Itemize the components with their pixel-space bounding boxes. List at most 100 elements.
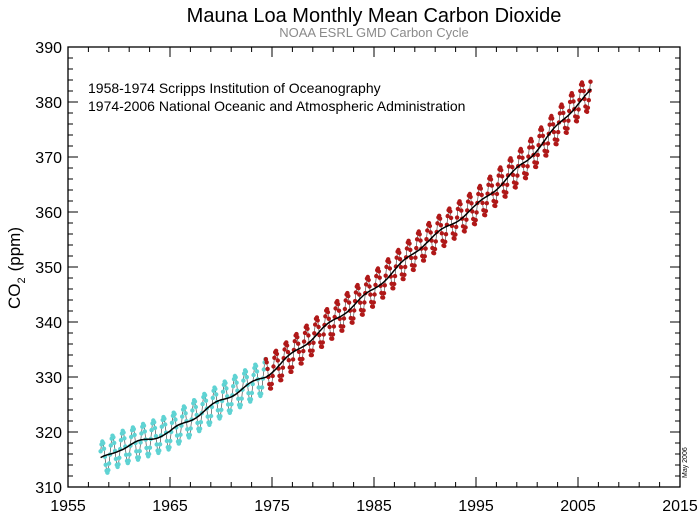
- data-point: [366, 277, 371, 283]
- data-point: [448, 215, 454, 221]
- data-point: [567, 99, 573, 105]
- data-point: [302, 330, 308, 336]
- data-point: [494, 191, 500, 197]
- data-point: [188, 426, 193, 431]
- data-point: [535, 152, 540, 158]
- data-point: [381, 291, 387, 296]
- data-point: [244, 374, 249, 380]
- data-point: [234, 380, 239, 385]
- data-point: [391, 286, 396, 291]
- data-point: [289, 369, 294, 374]
- data-point: [169, 420, 175, 425]
- data-point: [473, 217, 478, 223]
- data-point: [251, 372, 256, 378]
- data-point: [530, 145, 535, 150]
- data-point: [414, 245, 419, 251]
- data-point: [540, 133, 546, 138]
- data-point: [435, 221, 440, 226]
- data-point: [566, 118, 571, 123]
- data-point: [132, 432, 137, 438]
- data-point: [342, 306, 348, 312]
- data-point: [372, 292, 377, 297]
- y-tick-label: 370: [35, 150, 62, 167]
- data-point: [177, 439, 182, 444]
- data-point: [521, 163, 526, 168]
- data-point: [330, 332, 336, 337]
- data-point: [525, 164, 530, 169]
- data-point: [585, 105, 591, 111]
- data-point: [465, 199, 471, 204]
- data-point: [197, 426, 203, 431]
- data-point: [551, 129, 557, 135]
- data-point: [523, 176, 529, 181]
- data-point: [584, 109, 590, 115]
- data-point: [341, 316, 347, 321]
- data-point: [571, 99, 576, 104]
- data-point: [254, 369, 260, 374]
- svg-text:CO2(ppm): CO2 (ppm): [5, 227, 28, 309]
- data-point: [392, 281, 397, 287]
- data-point: [190, 408, 195, 413]
- data-point: [152, 420, 157, 425]
- data-point: [407, 241, 412, 246]
- data-point: [425, 228, 430, 233]
- data-point: [241, 378, 246, 383]
- data-point: [116, 462, 121, 467]
- data-point: [193, 404, 198, 410]
- data-point: [555, 137, 560, 143]
- data-point: [317, 332, 322, 338]
- data-point: [228, 408, 233, 413]
- data-point: [380, 295, 386, 300]
- data-point: [336, 308, 342, 313]
- data-point: [275, 358, 280, 363]
- data-point: [443, 232, 449, 237]
- data-point: [306, 333, 311, 338]
- data-point: [310, 348, 315, 353]
- data-point: [367, 284, 372, 289]
- data-point: [439, 231, 444, 236]
- data-point: [454, 215, 460, 220]
- data-point: [285, 349, 291, 355]
- data-point: [134, 449, 139, 454]
- data-point: [588, 79, 593, 84]
- data-point: [313, 322, 318, 327]
- data-point: [413, 255, 418, 260]
- data-point: [205, 414, 210, 419]
- data-point: [484, 201, 489, 206]
- data-point: [295, 335, 300, 340]
- y-tick-label: 350: [35, 260, 62, 277]
- data-point: [462, 229, 467, 234]
- data-point: [233, 375, 238, 380]
- data-point: [386, 259, 392, 265]
- data-point: [495, 182, 500, 187]
- data-point: [149, 427, 154, 433]
- data-layer: [98, 79, 593, 475]
- plot-frame: [67, 46, 681, 488]
- data-point: [229, 402, 234, 407]
- data-point: [118, 438, 124, 443]
- data-point: [458, 201, 463, 207]
- data-point: [198, 420, 204, 425]
- data-point: [384, 264, 389, 270]
- data-point: [112, 440, 117, 446]
- data-point: [323, 314, 328, 319]
- data-point: [574, 119, 580, 124]
- data-point: [180, 414, 185, 419]
- data-point: [363, 282, 369, 287]
- data-point: [516, 155, 522, 160]
- data-point: [164, 438, 170, 444]
- data-point: [174, 433, 180, 438]
- data-point: [172, 411, 177, 417]
- data-point: [520, 155, 525, 160]
- data-point: [398, 265, 404, 270]
- data-point: [402, 272, 407, 277]
- data-point: [478, 186, 483, 191]
- x-tick-label: 2015: [662, 498, 698, 515]
- data-point: [335, 302, 341, 307]
- data-point: [377, 275, 382, 280]
- annotation-line-2: 1974-2006 National Oceanic and Atmospher…: [88, 98, 465, 114]
- data-point: [533, 164, 539, 170]
- data-point: [455, 206, 461, 212]
- data-point: [259, 385, 265, 390]
